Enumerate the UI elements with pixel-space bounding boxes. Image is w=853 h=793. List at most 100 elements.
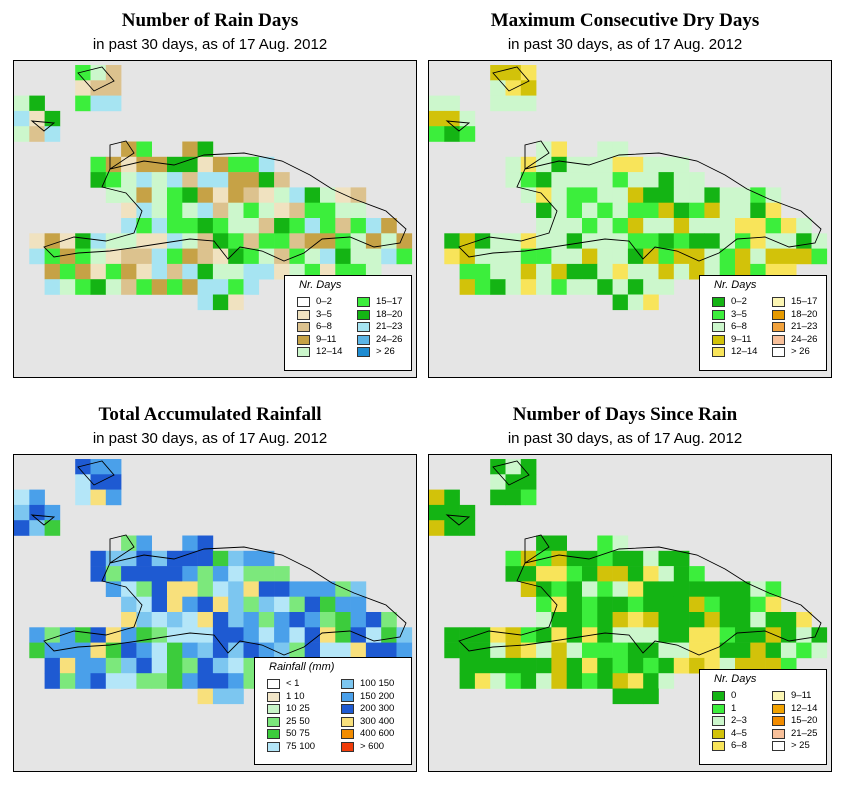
rain-days-title: Number of Rain Days bbox=[121, 10, 299, 31]
grid-cell bbox=[44, 248, 61, 265]
grid-cell bbox=[197, 642, 214, 659]
grid-cell bbox=[597, 141, 613, 158]
grid-cell bbox=[566, 612, 583, 628]
rain-days-legend: Nr. Days 0–2 3–5 6–8 9–11 12–14 15–17 18–20 21–… bbox=[284, 275, 412, 371]
grid-cell bbox=[167, 673, 183, 689]
grid-cell bbox=[612, 550, 629, 567]
grid-cell bbox=[505, 80, 522, 96]
grid-cell bbox=[381, 612, 397, 628]
grid-cell bbox=[14, 126, 30, 142]
grid-cell bbox=[151, 187, 168, 203]
grid-cell bbox=[167, 612, 183, 628]
grid-cell bbox=[151, 581, 168, 597]
grid-cell bbox=[90, 279, 107, 295]
grid-cell bbox=[105, 474, 122, 490]
legend-label: 1 bbox=[731, 702, 737, 714]
dry-days-grid bbox=[429, 65, 828, 311]
grid-cell bbox=[228, 218, 244, 234]
grid-cell bbox=[121, 233, 137, 249]
grid-cell bbox=[597, 248, 613, 265]
grid-cell bbox=[490, 627, 506, 643]
grid-cell bbox=[505, 550, 522, 567]
grid-cell bbox=[612, 566, 629, 582]
grid-cell bbox=[566, 233, 583, 249]
grid-cell bbox=[520, 263, 537, 280]
grid-cell bbox=[673, 248, 690, 265]
legend-label: 21–23 bbox=[791, 321, 818, 332]
legend-label: 50 75 bbox=[286, 728, 310, 739]
grid-cell bbox=[151, 596, 168, 613]
grid-cell bbox=[627, 642, 644, 659]
grid-cell bbox=[29, 233, 45, 249]
grid-cell bbox=[643, 566, 659, 582]
grid-cell bbox=[689, 642, 705, 659]
grid-cell bbox=[320, 248, 336, 265]
since-rain-legend: Nr. Days 0 1 2–3 4–5 6–8 9–11 12–14 15–20 21–25 >… bbox=[699, 669, 827, 765]
grid-cell bbox=[704, 248, 720, 265]
grid-cell bbox=[90, 156, 107, 173]
grid-cell bbox=[243, 612, 260, 628]
grid-cell bbox=[796, 612, 812, 628]
grid-cell bbox=[566, 263, 583, 280]
grid-cell bbox=[151, 202, 168, 219]
grid-cell bbox=[151, 642, 168, 659]
grid-cell bbox=[643, 202, 659, 219]
legend-swatch bbox=[772, 334, 785, 345]
grid-cell bbox=[673, 263, 690, 280]
grid-cell bbox=[304, 218, 321, 234]
grid-cell bbox=[396, 233, 413, 249]
grid-cell bbox=[612, 642, 629, 659]
grid-cell bbox=[520, 279, 537, 295]
grid-cell bbox=[673, 172, 690, 188]
legend-swatch bbox=[267, 729, 280, 739]
grid-cell bbox=[228, 688, 244, 705]
grid-cell bbox=[151, 233, 168, 249]
grid-cell bbox=[505, 95, 522, 112]
grid-cell bbox=[612, 596, 629, 613]
grid-cell bbox=[597, 550, 613, 567]
grid-cell bbox=[212, 156, 229, 173]
grid-cell bbox=[505, 566, 522, 582]
grid-cell bbox=[228, 187, 244, 203]
legend-label: 200 300 bbox=[360, 703, 395, 714]
grid-cell bbox=[75, 459, 91, 475]
grid-cell bbox=[735, 612, 751, 628]
grid-cell bbox=[612, 657, 629, 674]
grid-cell bbox=[597, 657, 613, 674]
grid-cell bbox=[505, 474, 522, 490]
grid-cell bbox=[243, 627, 260, 643]
grid-cell bbox=[643, 294, 659, 311]
grid-cell bbox=[796, 218, 812, 234]
grid-cell bbox=[335, 187, 351, 203]
grid-cell bbox=[258, 202, 275, 219]
grid-cell bbox=[582, 612, 598, 628]
grid-cell bbox=[182, 550, 198, 567]
grid-cell bbox=[627, 657, 644, 674]
grid-cell bbox=[258, 248, 275, 265]
grid-cell bbox=[612, 218, 629, 234]
grid-cell bbox=[597, 627, 613, 643]
grid-cell bbox=[121, 141, 137, 158]
grid-cell bbox=[90, 172, 107, 188]
grid-cell bbox=[597, 218, 613, 234]
grid-cell bbox=[167, 248, 183, 265]
grid-cell bbox=[719, 248, 736, 265]
legend-label: 9–11 bbox=[316, 333, 337, 345]
grid-cell bbox=[704, 627, 720, 643]
grid-cell bbox=[627, 566, 644, 582]
grid-cell bbox=[121, 581, 137, 597]
grid-cell bbox=[444, 126, 460, 142]
rain-days-subtitle: in past 30 days, as of 17 Aug. 2012 bbox=[92, 36, 328, 53]
grid-cell bbox=[673, 581, 690, 597]
grid-cell bbox=[796, 248, 812, 265]
grid-cell bbox=[197, 612, 214, 628]
legend-swatch bbox=[267, 741, 280, 752]
legend-swatch bbox=[267, 704, 280, 714]
grid-cell bbox=[121, 263, 137, 280]
grid-cell bbox=[780, 612, 797, 628]
grid-cell bbox=[582, 172, 598, 188]
grid-cell bbox=[811, 642, 828, 659]
grid-cell bbox=[444, 642, 460, 659]
legend-label: > 600 bbox=[360, 740, 385, 752]
grid-cell bbox=[197, 535, 214, 552]
